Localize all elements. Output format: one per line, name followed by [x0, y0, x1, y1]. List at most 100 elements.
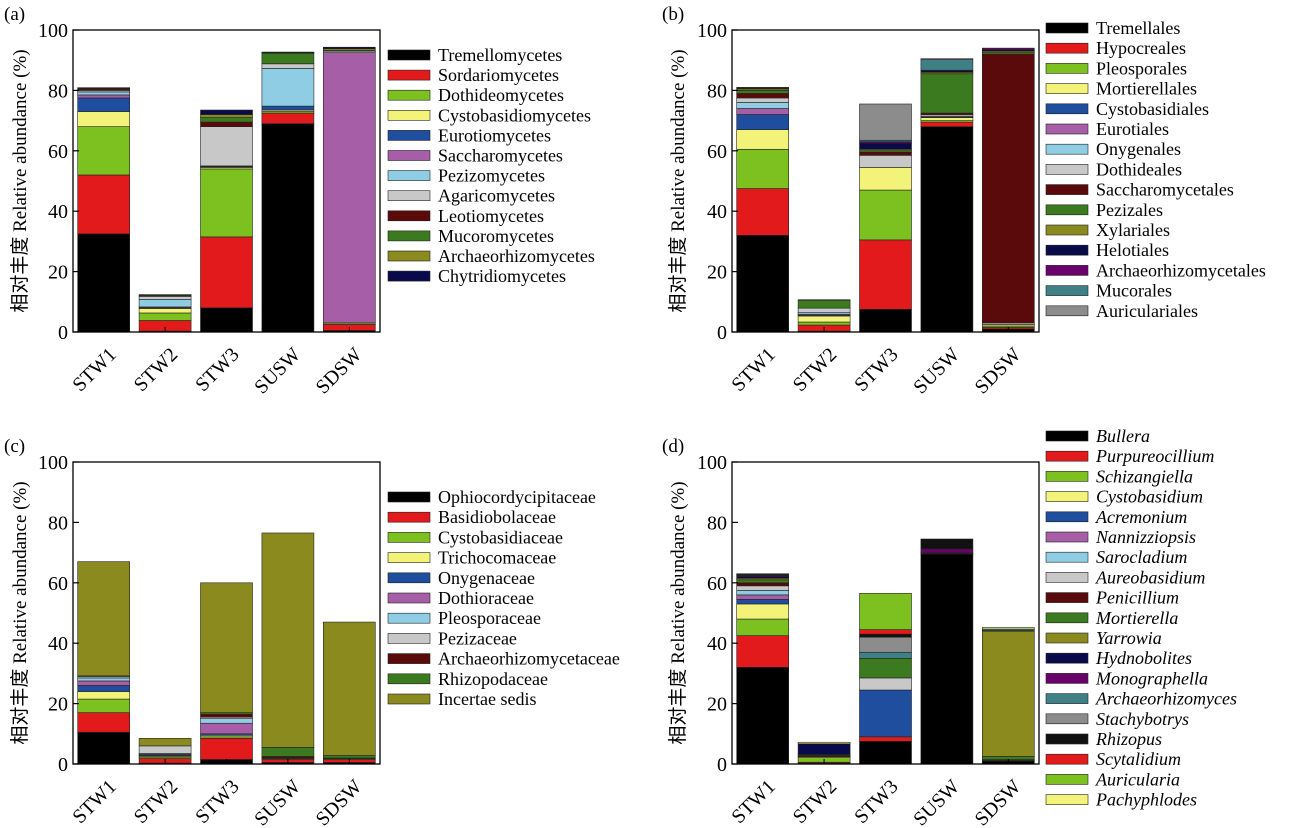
legend-swatch [1045, 592, 1089, 603]
legend-label: Dothideomycetes [438, 85, 564, 105]
bar-segment [322, 52, 376, 324]
y-tick-label: 100 [38, 20, 68, 42]
bar-segment [200, 109, 253, 115]
legend-swatch [387, 653, 431, 664]
legend-swatch [1045, 511, 1089, 523]
bar-segment [859, 103, 912, 141]
legend-swatch [1045, 612, 1089, 624]
bar-segment [736, 603, 790, 620]
panel-c: (c) STW1 STW2 STW3 SUSW SDSW 0 20 40 60 80 100 相对丰度 … [4, 436, 620, 828]
legend-label: Bullera [1096, 426, 1150, 446]
bar-segment [736, 148, 790, 189]
y-tick-label: 100 [697, 20, 727, 42]
legend-label: Leotiomycetes [438, 206, 544, 226]
bar-segment [797, 299, 851, 301]
legend-label: Dothideales [1096, 159, 1182, 179]
x-tick-label: STW1 [727, 776, 779, 828]
legend-swatch [387, 190, 431, 201]
x-tick-label: STW2 [789, 776, 841, 828]
bar-segment [920, 553, 974, 765]
bar-segment [736, 188, 790, 236]
panel-b: (b) STW1 STW2 STW3 SUSW SDSW 0 20 40 60 80 100 相对丰度 … [662, 4, 1266, 398]
bar-segment [797, 307, 851, 313]
legend-label: Cystobasidium [1096, 487, 1203, 507]
legend-label: Pleosporales [1096, 58, 1187, 78]
x-tick-label: STW2 [789, 344, 841, 396]
legend-swatch [387, 110, 431, 121]
bar-segment [736, 129, 790, 150]
legend-swatch [387, 270, 431, 282]
legend-swatch [1045, 531, 1089, 543]
legend-label: Cystobasidiaceae [438, 527, 563, 547]
x-tick-label: SDSW [971, 776, 1026, 828]
legend-swatch [1045, 491, 1089, 502]
legend-label: Stachybotrys [1096, 709, 1189, 729]
legend-swatch [1045, 143, 1089, 155]
legend-label: Chytridiomycetes [438, 266, 566, 286]
y-axis-label: 相对丰度 Relative abundance (%) [667, 49, 689, 312]
legend-swatch [387, 130, 431, 141]
legend-swatch [1045, 430, 1089, 442]
bar-segment [200, 713, 253, 718]
legend-label: Sarocladium [1096, 547, 1187, 567]
bar-segment [859, 689, 912, 738]
bar-segment [77, 712, 130, 733]
bar-segment [736, 585, 790, 591]
plot-frame [731, 461, 1040, 765]
y-tick-label: 80 [48, 80, 68, 102]
legend-label: Incertae sedis [438, 689, 536, 709]
legend-label: Sordariomycetes [438, 65, 559, 85]
legend-label: Helotiales [1096, 240, 1169, 260]
legend-label: Archaeorhizomycetaceae [438, 649, 620, 669]
legend-label: Tremellomycetes [438, 45, 562, 65]
bar-segment [77, 94, 130, 99]
bar-segment [859, 167, 912, 191]
bar-segment [200, 117, 253, 123]
bar-segment [797, 741, 851, 745]
bar-segment [200, 121, 253, 127]
legend-label: Eurotiales [1096, 119, 1169, 139]
y-tick-label: 0 [58, 754, 68, 776]
bar-segment [859, 633, 912, 638]
bar-segment [322, 46, 376, 50]
bar-segment [920, 538, 974, 550]
legend-swatch [387, 170, 431, 181]
y-tick-label: 100 [697, 452, 727, 474]
legend-swatch [1045, 450, 1089, 462]
bar-segment [920, 59, 974, 71]
y-tick-label: 100 [38, 452, 68, 474]
bar-segment [736, 102, 790, 109]
legend-swatch [1045, 733, 1089, 745]
bar-segment [200, 738, 253, 760]
x-tick-label: STW1 [68, 344, 120, 396]
y-tick-label: 20 [707, 694, 727, 716]
bar-segment [200, 236, 253, 309]
panel-label: (d) [662, 436, 684, 457]
legend-swatch [387, 633, 431, 644]
legend-label: Monographella [1095, 668, 1208, 688]
bar-segment [200, 718, 253, 724]
legend-label: Auriculariales [1096, 301, 1198, 321]
bar-segment [200, 168, 253, 238]
bar-segment [859, 657, 912, 679]
bar-segment [138, 738, 192, 747]
bar-segment [77, 731, 130, 765]
y-tick-label: 0 [717, 754, 727, 776]
bar-segment [736, 90, 790, 94]
panel-label: (a) [4, 4, 25, 25]
legend-label: Dothioraceae [438, 588, 534, 608]
legend-swatch [387, 592, 431, 604]
legend-label: Mortierellales [1096, 79, 1197, 99]
legend-label: Mucorales [1096, 281, 1172, 301]
legend-label: Archaeorhizomycetales [1096, 260, 1266, 280]
legend-swatch [1045, 774, 1089, 785]
legend-swatch [387, 552, 431, 563]
legend-swatch [1045, 285, 1089, 296]
bar-segment [200, 582, 253, 713]
legend-label: Xylariales [1096, 220, 1170, 240]
legend-swatch [387, 89, 431, 101]
bar-segment [77, 698, 130, 713]
bar-segment [736, 114, 790, 130]
legend-swatch [1045, 673, 1089, 684]
